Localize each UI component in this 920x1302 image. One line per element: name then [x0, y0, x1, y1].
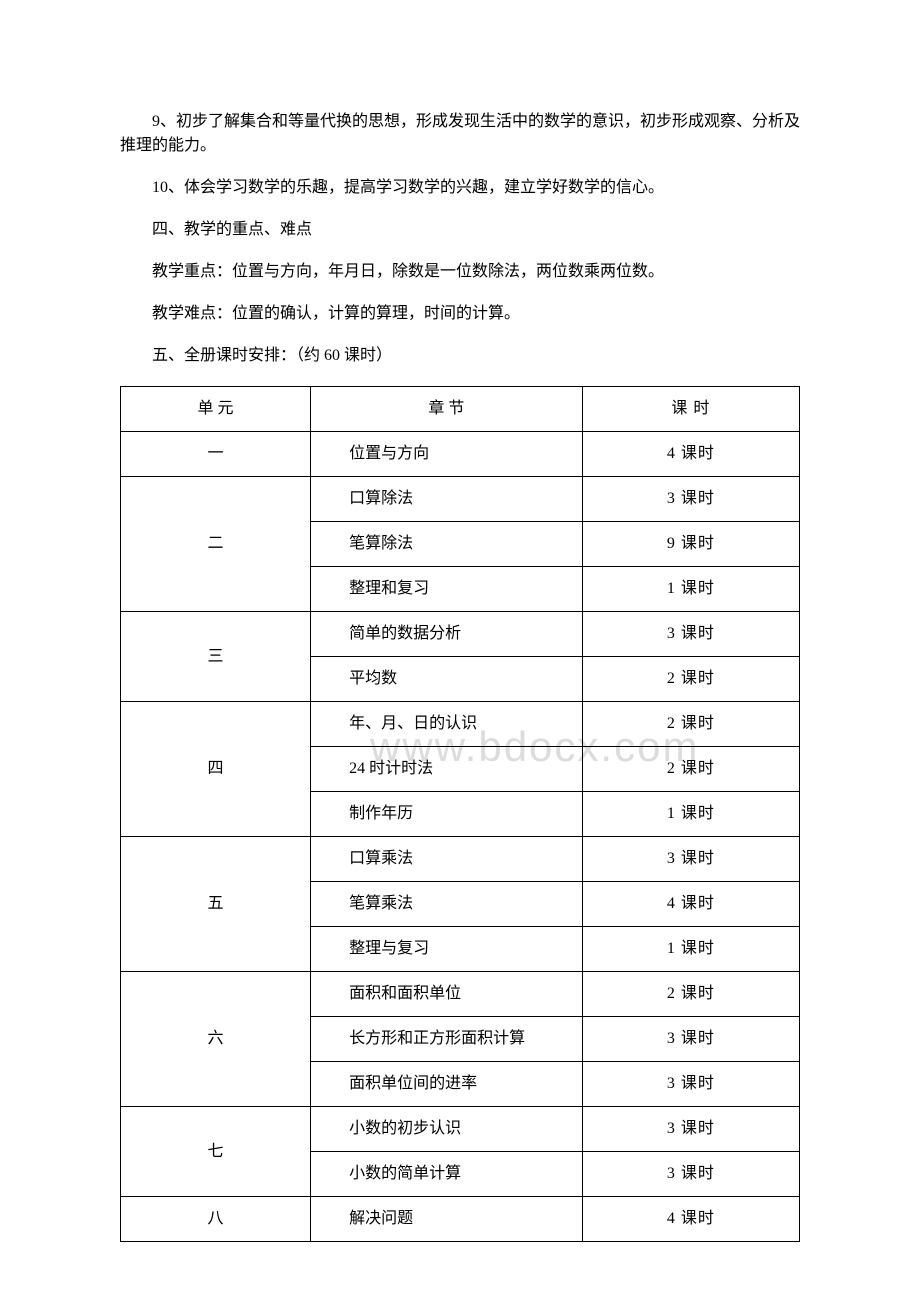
section-4-heading: 四、教学的重点、难点 [120, 218, 800, 242]
paragraph-9: 9、初步了解集合和等量代换的思想，形成发现生活中的数学的意识，初步形成观察、分析… [120, 110, 800, 158]
unit-cell: 七 [121, 1107, 311, 1197]
unit-cell: 二 [121, 477, 311, 612]
hours-cell: 9 课时 [582, 522, 799, 567]
table-row: 四 年、月、日的认识 2 课时 [121, 702, 800, 747]
chapter-cell: 24 时计时法 [311, 747, 583, 792]
hours-cell: 1 课时 [582, 567, 799, 612]
unit-cell: 八 [121, 1197, 311, 1242]
chapter-cell: 口算乘法 [311, 837, 583, 882]
hours-cell: 2 课时 [582, 747, 799, 792]
hours-cell: 2 课时 [582, 702, 799, 747]
hours-cell: 3 课时 [582, 1017, 799, 1062]
hours-cell: 4 课时 [582, 882, 799, 927]
unit-cell: 一 [121, 432, 311, 477]
unit-cell: 六 [121, 972, 311, 1107]
unit-cell: 四 [121, 702, 311, 837]
chapter-cell: 制作年历 [311, 792, 583, 837]
chapter-cell: 平均数 [311, 657, 583, 702]
header-unit: 单 元 [121, 387, 311, 432]
chapter-cell: 笔算除法 [311, 522, 583, 567]
hours-cell: 1 课时 [582, 927, 799, 972]
hours-cell: 3 课时 [582, 1062, 799, 1107]
chapter-cell: 小数的简单计算 [311, 1152, 583, 1197]
chapter-cell: 解决问题 [311, 1197, 583, 1242]
header-chapter: 章 节 [311, 387, 583, 432]
hours-cell: 1 课时 [582, 792, 799, 837]
hours-cell: 4 课时 [582, 432, 799, 477]
table-row: 一 位置与方向 4 课时 [121, 432, 800, 477]
hours-cell: 3 课时 [582, 612, 799, 657]
teaching-difficulty: 教学难点：位置的确认，计算的算理，时间的计算。 [120, 302, 800, 326]
chapter-cell: 面积和面积单位 [311, 972, 583, 1017]
table-header-row: 单 元 章 节 课 时 [121, 387, 800, 432]
hours-cell: 4 课时 [582, 1197, 799, 1242]
table-row: 二 口算除法 3 课时 [121, 477, 800, 522]
chapter-cell: 年、月、日的认识 [311, 702, 583, 747]
chapter-cell: 整理和复习 [311, 567, 583, 612]
chapter-cell: 面积单位间的进率 [311, 1062, 583, 1107]
teaching-focus: 教学重点：位置与方向，年月日，除数是一位数除法，两位数乘两位数。 [120, 260, 800, 284]
chapter-cell: 位置与方向 [311, 432, 583, 477]
unit-cell: 三 [121, 612, 311, 702]
header-hours: 课 时 [582, 387, 799, 432]
chapter-cell: 口算除法 [311, 477, 583, 522]
table-row: 六 面积和面积单位 2 课时 [121, 972, 800, 1017]
hours-cell: 2 课时 [582, 972, 799, 1017]
table-row: 三 简单的数据分析 3 课时 [121, 612, 800, 657]
unit-cell: 五 [121, 837, 311, 972]
chapter-cell: 长方形和正方形面积计算 [311, 1017, 583, 1062]
hours-cell: 3 课时 [582, 837, 799, 882]
table-row: 五 口算乘法 3 课时 [121, 837, 800, 882]
chapter-cell: 简单的数据分析 [311, 612, 583, 657]
chapter-cell: 笔算乘法 [311, 882, 583, 927]
chapter-cell: 小数的初步认识 [311, 1107, 583, 1152]
hours-cell: 3 课时 [582, 1152, 799, 1197]
paragraph-10: 10、体会学习数学的乐趣，提高学习数学的兴趣，建立学好数学的信心。 [120, 176, 800, 200]
table-row: 八 解决问题 4 课时 [121, 1197, 800, 1242]
hours-cell: 3 课时 [582, 1107, 799, 1152]
chapter-cell: 整理与复习 [311, 927, 583, 972]
section-5-heading: 五、全册课时安排：（约 60 课时） [120, 344, 800, 368]
schedule-table: 单 元 章 节 课 时 一 位置与方向 4 课时 二 口算除法 3 课时 笔算除… [120, 386, 800, 1242]
hours-cell: 2 课时 [582, 657, 799, 702]
hours-cell: 3 课时 [582, 477, 799, 522]
table-row: 七 小数的初步认识 3 课时 [121, 1107, 800, 1152]
